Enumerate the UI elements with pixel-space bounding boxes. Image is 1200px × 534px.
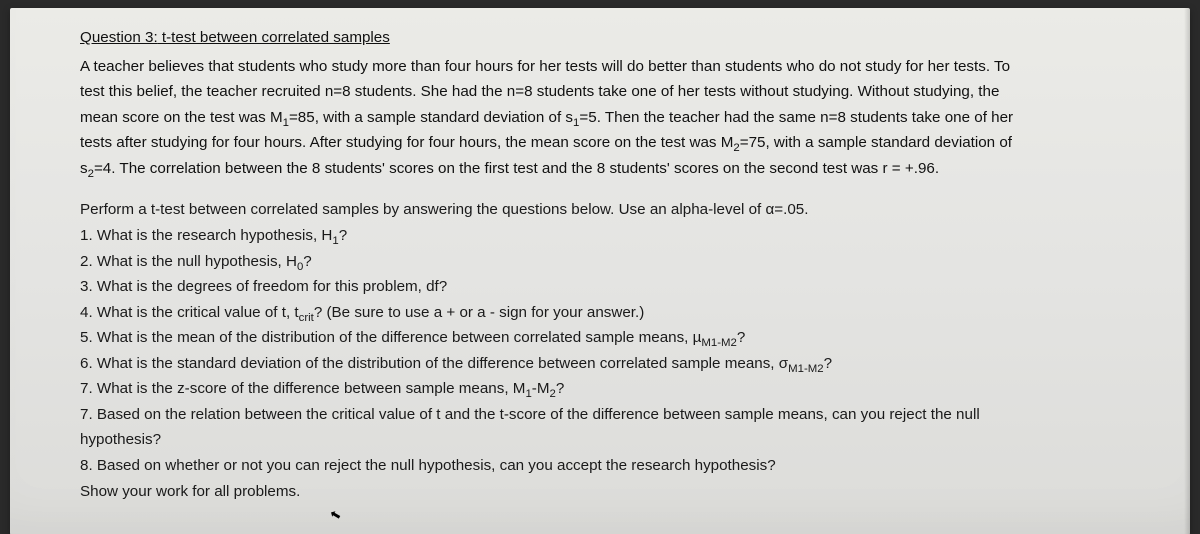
item-7: 7. What is the z-score of the difference… — [80, 377, 1162, 401]
question-title: Question 3: t-test between correlated sa… — [80, 26, 390, 50]
question-title-line: Question 3: t-test between correlated sa… — [80, 26, 1162, 53]
title-rest: t-test between correlated samples — [158, 29, 390, 46]
para-line-4: tests after studying for four hours. Aft… — [80, 131, 1162, 155]
q2a: 2. What is the null hypothesis, H — [80, 253, 297, 270]
item-3: 3. What is the degrees of freedom for th… — [80, 275, 1162, 299]
para-line-1: A teacher believes that students who stu… — [80, 55, 1162, 79]
sub-mu: M1-M2 — [701, 337, 736, 349]
q5a: 5. What is the mean of the distribution … — [80, 329, 701, 346]
p3a: mean score on the test was M — [80, 109, 283, 126]
p4b: =75, with a sample standard deviation of — [740, 134, 1012, 151]
para-line-2: test this belief, the teacher recruited … — [80, 80, 1162, 104]
instruction-line: Perform a t-test between correlated samp… — [80, 198, 1162, 222]
q1b: ? — [339, 227, 347, 244]
item-4: 4. What is the critical value of t, tcri… — [80, 301, 1162, 325]
para-line-5: s2=4. The correlation between the 8 stud… — [80, 157, 1162, 181]
q4b: ? (Be sure to use a + or a - sign for yo… — [314, 304, 644, 321]
sub-crit: crit — [299, 312, 314, 324]
q7c: ? — [556, 380, 564, 397]
item-2: 2. What is the null hypothesis, H0? — [80, 250, 1162, 274]
sub-sigma: M1-M2 — [788, 363, 823, 375]
p4a: tests after studying for four hours. Aft… — [80, 134, 733, 151]
p3b: =85, with a sample standard deviation of… — [289, 109, 573, 126]
q6a: 6. What is the standard deviation of the… — [80, 355, 788, 372]
item-1: 1. What is the research hypothesis, H1? — [80, 224, 1162, 248]
p5b: =4. The correlation between the 8 studen… — [94, 160, 939, 177]
item-7b2: hypothesis? — [80, 428, 1162, 452]
title-prefix: Question 3: — [80, 29, 158, 46]
show-work: Show your work for all problems. — [80, 480, 1162, 504]
q6b: ? — [824, 355, 832, 372]
p3c: =5. Then the teacher had the same n=8 st… — [579, 109, 1013, 126]
q7a: 7. What is the z-score of the difference… — [80, 380, 525, 397]
item-8: 8. Based on whether or not you can rejec… — [80, 454, 1162, 478]
p5a: s — [80, 160, 88, 177]
item-7b: 7. Based on the relation between the cri… — [80, 403, 1162, 427]
cursor-icon: ⬉ — [328, 504, 344, 526]
q7b: -M — [532, 380, 550, 397]
item-6: 6. What is the standard deviation of the… — [80, 352, 1162, 376]
q5b: ? — [737, 329, 745, 346]
item-5: 5. What is the mean of the distribution … — [80, 326, 1162, 350]
q2b: ? — [303, 253, 311, 270]
q1a: 1. What is the research hypothesis, H — [80, 227, 332, 244]
document-page: Question 3: t-test between correlated sa… — [10, 8, 1190, 534]
q4a: 4. What is the critical value of t, t — [80, 304, 299, 321]
para-line-3: mean score on the test was M1=85, with a… — [80, 106, 1162, 130]
